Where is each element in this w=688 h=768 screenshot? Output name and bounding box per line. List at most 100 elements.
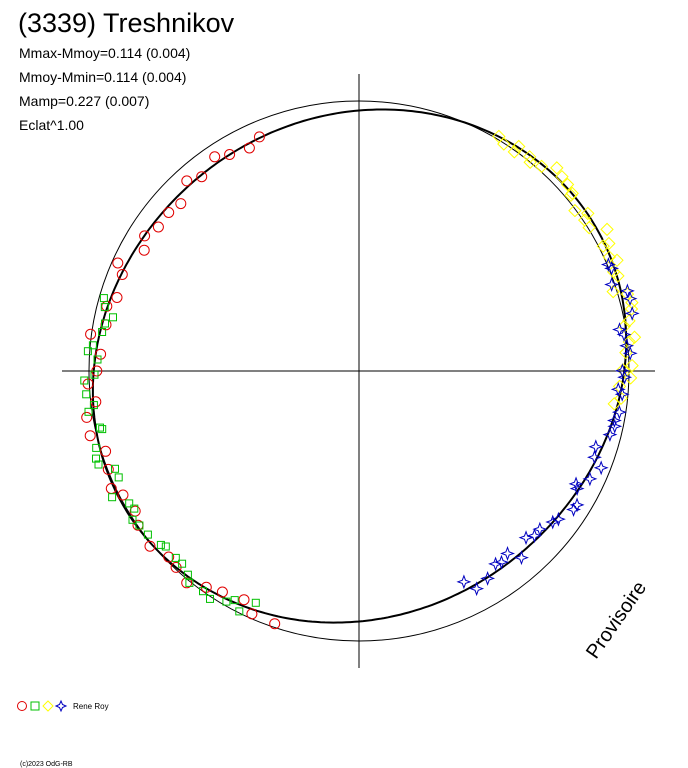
data-point-star xyxy=(607,418,623,434)
data-point-square xyxy=(185,578,194,587)
data-point-square xyxy=(135,521,144,530)
data-point-diamond xyxy=(507,145,522,159)
data-point-star xyxy=(604,260,620,276)
data-point-square xyxy=(230,596,239,605)
data-point-square xyxy=(94,460,103,469)
data-point-star xyxy=(622,345,638,361)
data-point-star xyxy=(588,439,604,455)
data-point-star xyxy=(612,322,627,337)
stat-line-2: Mmoy-Mmin=0.114 (0.004) xyxy=(19,69,186,85)
data-point-diamond xyxy=(581,206,595,221)
data-point-circle xyxy=(253,131,265,143)
data-point-diamond xyxy=(610,253,624,268)
data-point-circle xyxy=(111,292,123,303)
data-point-circle xyxy=(224,149,236,160)
data-point-star xyxy=(602,427,618,443)
data-point-square xyxy=(100,303,109,312)
data-point-star xyxy=(617,369,633,385)
data-point-circle xyxy=(209,151,221,163)
data-point-diamond xyxy=(512,139,526,154)
data-point-square xyxy=(98,328,107,336)
data-point-square xyxy=(111,464,119,473)
data-point-square xyxy=(90,370,99,379)
legend-star-icon xyxy=(54,699,68,713)
data-point-circle xyxy=(85,328,97,340)
data-point-star xyxy=(600,257,616,273)
data-point-square xyxy=(130,504,139,513)
data-point-star xyxy=(622,291,638,307)
data-point-diamond xyxy=(522,150,537,164)
data-points xyxy=(80,129,642,630)
data-point-diamond xyxy=(596,239,610,253)
data-point-star xyxy=(569,497,585,513)
data-point-star xyxy=(514,550,529,566)
data-point-circle xyxy=(246,608,258,620)
data-point-star xyxy=(456,574,472,590)
data-point-star xyxy=(593,460,609,476)
data-point-circle xyxy=(116,269,128,280)
data-point-diamond xyxy=(625,358,639,373)
data-point-circle xyxy=(163,551,175,563)
data-point-star xyxy=(545,514,561,530)
data-point-square xyxy=(83,347,92,356)
data-point-square xyxy=(93,355,102,364)
legend-observer: Rene Roy xyxy=(73,702,109,711)
data-point-star xyxy=(526,528,542,544)
stat-line-1: Mmax-Mmoy=0.114 (0.004) xyxy=(19,45,190,61)
data-point-circle xyxy=(81,411,93,423)
data-point-circle xyxy=(163,207,175,218)
data-point-diamond xyxy=(619,345,633,360)
data-point-square xyxy=(156,540,165,549)
data-point-square xyxy=(88,341,97,350)
data-point-star xyxy=(619,338,635,354)
data-point-diamond xyxy=(492,129,506,144)
data-point-circle xyxy=(112,257,124,269)
data-point-square xyxy=(251,598,260,607)
data-point-diamond xyxy=(624,302,639,316)
data-point-square xyxy=(235,607,244,616)
data-point-diamond xyxy=(565,186,579,201)
data-point-star xyxy=(619,283,635,299)
data-point-diamond xyxy=(606,284,620,299)
legend-circle-icon xyxy=(17,701,27,711)
data-point-square xyxy=(96,423,104,432)
copyright: (c)2023 OdG-RB xyxy=(20,761,73,768)
data-point-circle xyxy=(269,618,281,630)
data-point-diamond xyxy=(560,177,575,192)
data-point-square xyxy=(108,493,117,502)
data-point-square xyxy=(92,443,101,452)
data-point-circle xyxy=(102,463,114,475)
data-point-square xyxy=(128,515,137,524)
data-point-star xyxy=(569,481,585,497)
data-point-circle xyxy=(129,505,141,517)
data-point-square xyxy=(84,407,93,416)
data-point-star xyxy=(587,449,602,465)
stat-line-4: Eclat^1.00 xyxy=(19,117,84,133)
data-point-circle xyxy=(181,175,193,187)
data-point-circle xyxy=(100,445,112,457)
data-point-square xyxy=(206,594,214,603)
data-point-circle xyxy=(216,586,228,598)
data-point-square xyxy=(99,294,108,303)
data-point-square xyxy=(82,390,91,399)
data-point-square xyxy=(92,454,100,463)
data-point-star xyxy=(480,570,496,586)
watermark: Provisoire xyxy=(582,577,651,662)
lightcurve-fit xyxy=(91,108,628,624)
data-point-circle xyxy=(139,230,151,242)
data-point-circle xyxy=(238,594,250,606)
data-point-circle xyxy=(175,198,187,210)
data-point-star xyxy=(604,277,620,292)
data-point-star xyxy=(550,511,566,527)
data-point-diamond xyxy=(555,169,569,184)
data-point-diamond xyxy=(564,188,578,203)
data-point-star xyxy=(518,530,534,546)
data-point-star xyxy=(532,521,548,537)
data-point-square xyxy=(183,570,192,579)
data-point-diamond xyxy=(534,159,549,174)
data-point-square xyxy=(143,530,152,539)
data-point-star xyxy=(500,546,515,561)
data-point-diamond xyxy=(627,330,642,344)
data-point-square xyxy=(89,401,98,410)
